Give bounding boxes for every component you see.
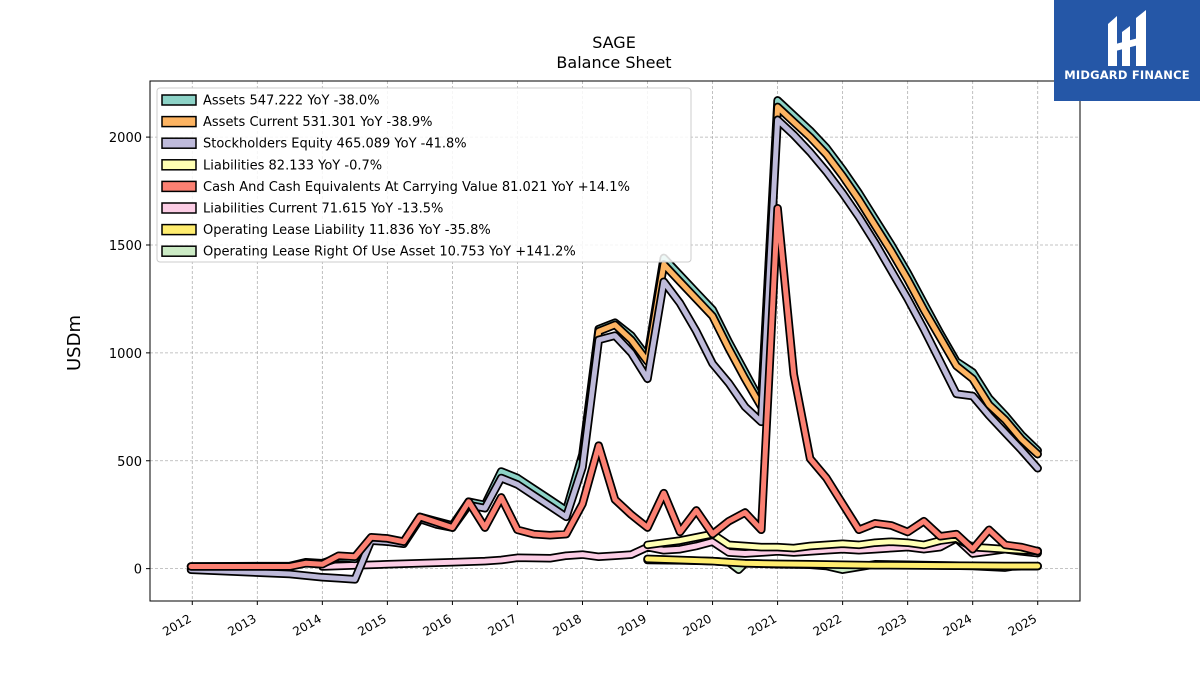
legend-swatch <box>161 245 197 257</box>
legend-entry-label: Assets Current 531.301 YoY -38.9% <box>203 115 433 130</box>
legend-entry-label: Operating Lease Right Of Use Asset 10.75… <box>203 245 576 260</box>
legend-swatch <box>161 159 197 171</box>
x-tick-label: 2017 <box>485 611 518 638</box>
y-tick-label: 0 <box>134 563 142 578</box>
x-tick-label: 2023 <box>876 611 909 638</box>
brand-name: MIDGARD FINANCE <box>1064 68 1190 82</box>
x-tick-label: 2014 <box>290 611 323 638</box>
x-tick-label: 2021 <box>746 611 779 638</box>
legend-entry-label: Cash And Cash Equivalents At Carrying Va… <box>203 180 630 195</box>
legend-entry-label: Stockholders Equity 465.089 YoY -41.8% <box>203 137 467 152</box>
brand-mark-icon <box>1108 10 1146 66</box>
y-tick-label: 500 <box>117 455 142 470</box>
legend-entry-label: Operating Lease Liability 11.836 YoY -35… <box>203 223 491 238</box>
x-tick-label: 2020 <box>681 611 714 638</box>
x-tick-label: 2015 <box>355 611 388 638</box>
plot-frame <box>149 80 1081 602</box>
series-lines <box>186 96 1042 584</box>
legend-entry-label: Liabilities 82.133 YoY -0.7% <box>203 158 382 173</box>
legend-swatch <box>161 115 197 128</box>
y-tick-label: 2000 <box>109 131 142 146</box>
series-line <box>645 556 1041 569</box>
x-tick-label: 2013 <box>225 611 258 638</box>
x-tick-label: 2012 <box>160 611 193 638</box>
legend-swatch <box>161 180 197 193</box>
x-tick-label: 2016 <box>420 611 453 638</box>
chart-subtitle: Balance Sheet <box>556 53 671 72</box>
legend-swatch <box>161 137 197 149</box>
legend-entry-label: Liabilities Current 71.615 YoY -13.5% <box>203 202 443 217</box>
legend-swatch <box>161 94 197 106</box>
legend-swatch <box>161 223 197 236</box>
x-tick-label: 2018 <box>551 611 584 638</box>
y-tick-label: 1000 <box>109 347 142 362</box>
x-tick-label: 2019 <box>616 611 649 638</box>
x-tick-label: 2022 <box>811 611 844 638</box>
x-axis-ticks: 2012 2013 2014 2015 2016 2017 2018 2019 2020 2021… <box>160 601 1039 639</box>
y-axis-label: USDm <box>64 315 85 371</box>
y-tick-label: 1500 <box>109 239 142 254</box>
legend-entry-label: Assets 547.222 YoY -38.0% <box>203 94 380 109</box>
brand-logo: MIDGARD FINANCE <box>1054 0 1200 101</box>
legend-swatch <box>161 202 197 214</box>
y-axis-ticks: 0 500 1000 1500 2000 <box>109 131 150 578</box>
chart-title: SAGE <box>592 33 636 52</box>
series-line <box>319 535 1041 569</box>
legend-box <box>156 87 692 263</box>
legend: Assets 547.222 YoY -38.0% Assets Current … <box>156 87 692 263</box>
series-line <box>188 205 1041 569</box>
x-tick-label: 2024 <box>941 611 974 638</box>
x-tick-label: 2025 <box>1006 611 1039 638</box>
